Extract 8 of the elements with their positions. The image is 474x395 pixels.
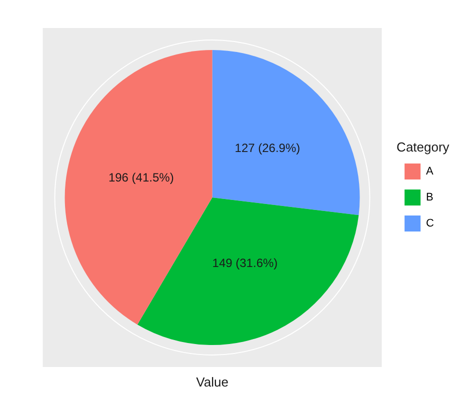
data-label: 196 (41.5%) (108, 170, 174, 184)
data-label: 149 (31.6%) (212, 256, 278, 270)
data-label: 127 (26.9%) (234, 140, 300, 155)
legend-label: A (426, 166, 434, 178)
legend-title: Category (396, 140, 450, 154)
legend-label: B (426, 192, 434, 204)
text: Value (196, 374, 228, 390)
legend-label: C (426, 218, 434, 230)
